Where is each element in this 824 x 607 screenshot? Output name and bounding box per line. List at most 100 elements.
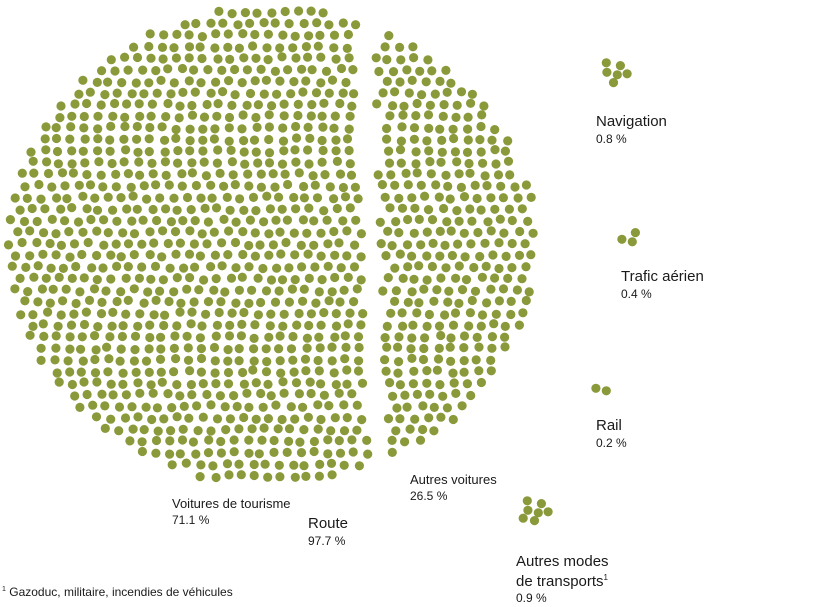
- dot-voitures-de-tourisme: [304, 203, 314, 213]
- dot-voitures-de-tourisme: [77, 332, 87, 342]
- dot-autres-voitures: [465, 308, 475, 318]
- dot-autres-voitures: [440, 310, 450, 320]
- dot-voitures-de-tourisme: [152, 88, 162, 98]
- dot-autres-voitures: [476, 205, 486, 215]
- dot-voitures-de-tourisme: [93, 111, 103, 121]
- dot-autres-voitures: [498, 284, 509, 294]
- dot-voitures-de-tourisme: [214, 307, 224, 318]
- dot-autres-voitures: [470, 180, 480, 190]
- dot-voitures-de-tourisme: [134, 99, 144, 109]
- dot-voitures-de-tourisme: [78, 227, 88, 237]
- dot-voitures-de-tourisme: [130, 345, 140, 355]
- dot-voitures-de-tourisme: [54, 272, 64, 282]
- dot-voitures-de-tourisme: [268, 169, 278, 179]
- dot-autres-voitures: [439, 100, 449, 110]
- dot-voitures-de-tourisme: [47, 182, 57, 192]
- dot-autres-voitures: [490, 125, 500, 135]
- dot-voitures-de-tourisme: [190, 216, 200, 226]
- dot-voitures-de-tourisme: [111, 169, 121, 179]
- dot-voitures-de-tourisme: [185, 124, 195, 134]
- dot-voitures-de-tourisme: [299, 461, 309, 471]
- dot-autres-voitures: [407, 193, 417, 203]
- dot-voitures-de-tourisme: [264, 148, 275, 158]
- dot-voitures-de-tourisme: [26, 147, 36, 157]
- dot-autres-voitures: [418, 354, 429, 365]
- dot-voitures-de-tourisme: [253, 273, 263, 283]
- dot-voitures-de-tourisme: [51, 250, 61, 260]
- label-voitures-tourisme-pct: 71.1 %: [172, 512, 210, 527]
- dot-voitures-de-tourisme: [231, 298, 241, 308]
- dot-autres-voitures: [403, 180, 413, 190]
- dot-autres-voitures: [486, 226, 496, 236]
- dot-voitures-de-tourisme: [239, 53, 249, 63]
- dot-voitures-de-tourisme: [335, 448, 346, 458]
- dot-voitures-de-tourisme: [51, 123, 61, 133]
- dot-autres-voitures: [500, 146, 510, 156]
- dot-voitures-de-tourisme: [277, 159, 288, 169]
- dot-voitures-de-tourisme: [204, 435, 214, 445]
- label-route-name: Route: [308, 515, 349, 532]
- dot-voitures-de-tourisme: [106, 414, 116, 424]
- dot-autres-voitures: [459, 331, 470, 341]
- dot-voitures-de-tourisme: [92, 77, 102, 87]
- dot-autres-voitures: [383, 273, 393, 283]
- dot-voitures-de-tourisme: [56, 310, 66, 320]
- dot-voitures-de-tourisme: [149, 238, 159, 248]
- dot-voitures-de-tourisme: [249, 459, 259, 470]
- dot-voitures-de-tourisme: [23, 287, 33, 297]
- dot-autres-voitures: [504, 204, 514, 214]
- dot-autres-voitures: [448, 320, 459, 330]
- dot-voitures-de-tourisme: [198, 124, 208, 134]
- dot-voitures-de-tourisme: [161, 204, 171, 214]
- dot-voitures-de-tourisme: [75, 287, 85, 297]
- dot-autres-voitures: [432, 365, 442, 375]
- dot-voitures-de-tourisme: [331, 146, 341, 156]
- dot-voitures-de-tourisme: [65, 252, 75, 262]
- dot-voitures-de-tourisme: [315, 343, 325, 353]
- dot-voitures-de-tourisme: [206, 426, 216, 436]
- dot-voitures-de-tourisme: [148, 388, 158, 398]
- dot-voitures-de-tourisme: [254, 449, 264, 459]
- dot-voitures-de-tourisme: [225, 320, 235, 330]
- dot-voitures-de-tourisme: [196, 193, 206, 203]
- dot-autres-voitures: [399, 101, 409, 111]
- dot-voitures-de-tourisme: [249, 333, 259, 343]
- dot-voitures-de-tourisme: [65, 344, 75, 354]
- dot-voitures-de-tourisme: [92, 275, 102, 285]
- dot-voitures-de-tourisme: [137, 262, 147, 272]
- dot-voitures-de-tourisme: [56, 101, 66, 111]
- dot-voitures-de-tourisme: [302, 343, 312, 353]
- dot-voitures-de-tourisme: [342, 413, 352, 423]
- dot-voitures-de-tourisme: [76, 344, 86, 354]
- dot-autres-voitures: [395, 42, 405, 53]
- dot-voitures-de-tourisme: [222, 192, 232, 202]
- dot-voitures-de-tourisme: [116, 287, 126, 297]
- dot-voitures-de-tourisme: [173, 158, 183, 168]
- dot-voitures-de-tourisme: [293, 99, 303, 109]
- dot-voitures-de-tourisme: [116, 252, 126, 262]
- dot-voitures-de-tourisme: [237, 78, 247, 88]
- dot-voitures-de-tourisme: [249, 356, 259, 366]
- dot-autres-voitures: [431, 180, 441, 190]
- dot-autres-voitures: [528, 228, 538, 238]
- dot-autres-voitures: [396, 55, 406, 65]
- dot-voitures-de-tourisme: [184, 76, 194, 86]
- dot-voitures-de-tourisme: [286, 402, 296, 412]
- dot-voitures-de-tourisme: [341, 77, 351, 88]
- dot-voitures-de-tourisme: [54, 377, 64, 387]
- dot-voitures-de-tourisme: [335, 169, 346, 179]
- dot-autres-voitures: [385, 203, 395, 213]
- dot-voitures-de-tourisme: [99, 240, 109, 250]
- dot-voitures-de-tourisme: [249, 470, 259, 481]
- dot-voitures-de-tourisme: [87, 263, 97, 273]
- dot-voitures-de-tourisme: [284, 436, 294, 446]
- dot-voitures-de-tourisme: [327, 356, 337, 366]
- dot-voitures-de-tourisme: [81, 307, 91, 317]
- dot-voitures-de-tourisme: [206, 88, 216, 98]
- dot-autres-voitures: [376, 239, 386, 249]
- dot-autres-voitures: [409, 274, 419, 284]
- dot-autres-voitures: [386, 308, 396, 318]
- dot-voitures-de-tourisme: [92, 250, 102, 261]
- dot-voitures-de-tourisme: [119, 134, 129, 144]
- dot-autres-voitures: [409, 134, 419, 144]
